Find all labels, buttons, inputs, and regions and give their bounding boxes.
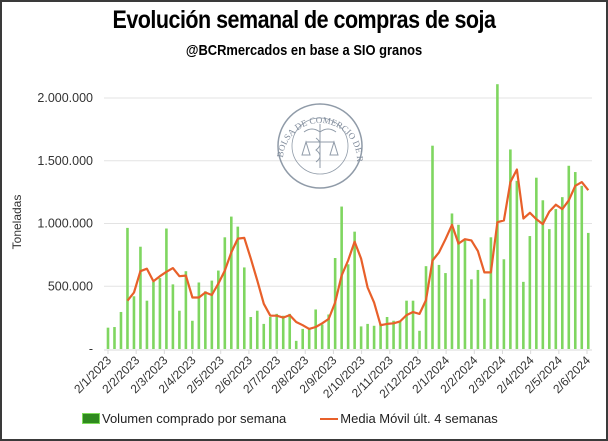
bar [359, 326, 363, 349]
bar [554, 209, 558, 349]
bar [314, 309, 317, 349]
bar [476, 269, 480, 349]
y-tick-label: 1.500.000 [37, 154, 93, 168]
legend-bar-swatch [82, 413, 100, 424]
legend: Volumen comprado por semana Media Móvil … [82, 411, 532, 426]
bar [197, 282, 201, 349]
bar [437, 264, 441, 349]
bar [580, 185, 584, 349]
bar [171, 284, 175, 349]
bar [119, 311, 123, 349]
bar [346, 264, 350, 349]
bar [106, 327, 110, 349]
bar [450, 213, 454, 349]
x-axis: 2/1/20232/2/20232/3/20232/4/20232/5/2023… [71, 349, 593, 401]
bar [586, 232, 590, 349]
bar [489, 237, 493, 349]
y-tick-label: 2.000.000 [37, 91, 93, 105]
bar [255, 310, 259, 349]
bar [496, 84, 499, 349]
chart-subtitle: @BCRmercados en base a SIO granos [185, 42, 423, 59]
bar [236, 226, 240, 349]
bar [184, 271, 188, 349]
bar [288, 313, 292, 349]
bar [275, 313, 279, 349]
y-tick-label: - [89, 342, 93, 356]
bar [327, 314, 330, 349]
chart-title: Evolución semanal de compras de soja [112, 6, 496, 34]
bar [470, 279, 473, 349]
moving-average-line [126, 168, 590, 330]
bar [294, 340, 298, 349]
bar [561, 197, 564, 349]
bar [217, 270, 220, 349]
logo-inner-ring [291, 117, 349, 175]
legend-line-swatch [320, 417, 339, 420]
bar [372, 325, 376, 349]
bar [424, 266, 428, 349]
bar [262, 323, 266, 349]
bar [210, 280, 214, 349]
bar [145, 300, 149, 349]
bar [204, 291, 207, 349]
bar [379, 323, 382, 349]
legend-item-line: Media Móvil últ. 4 semanas [320, 411, 498, 426]
bar [483, 298, 486, 349]
bar [418, 330, 421, 349]
logo-outer-ring [277, 103, 363, 189]
bar [392, 320, 395, 349]
bar [126, 227, 129, 349]
bar [230, 216, 233, 349]
bar [281, 315, 285, 349]
bar [502, 259, 506, 349]
bar [398, 320, 402, 349]
line-series [126, 168, 590, 330]
bar [567, 165, 571, 349]
bar [528, 236, 532, 349]
legend-label-bars: Volumen comprado por semana [102, 411, 287, 426]
bar [268, 316, 272, 349]
bar [535, 177, 538, 349]
bar [405, 300, 408, 349]
bar [548, 229, 551, 349]
bar [366, 323, 369, 349]
bar [385, 316, 389, 349]
bar [353, 231, 356, 349]
bar [307, 328, 311, 349]
y-axis-title: Toneladas [10, 195, 24, 250]
bar [457, 224, 460, 349]
bar [242, 267, 246, 349]
y-axis: - 500.000 1.000.000 1.500.000 2.000.000 [37, 91, 93, 356]
bar [249, 316, 253, 349]
bar [191, 320, 194, 349]
legend-label-line: Media Móvil últ. 4 semanas [340, 411, 498, 426]
bar [320, 324, 324, 349]
bar [139, 246, 142, 349]
logo-text: BOLSA DE COMERCIO DE ROSARIO [0, 0, 365, 162]
bar [158, 278, 162, 349]
y-tick-label: 500.000 [48, 279, 93, 293]
bar [541, 200, 545, 349]
bar [411, 300, 415, 349]
bar-series [106, 84, 590, 349]
bar [573, 172, 577, 349]
bar [165, 228, 168, 349]
caduceus-scales-icon [301, 124, 339, 168]
bar [178, 310, 181, 349]
y-tick-label: 1.000.000 [37, 217, 93, 231]
bar [515, 180, 519, 349]
bar [509, 149, 512, 349]
bar [431, 145, 434, 349]
bar [132, 296, 136, 349]
bar [152, 281, 155, 349]
bar [223, 237, 227, 349]
legend-item-bars: Volumen comprado por semana [82, 411, 286, 426]
bar [444, 273, 447, 349]
bar [463, 240, 467, 349]
bar [522, 281, 525, 349]
bar [113, 327, 116, 349]
bar [301, 328, 304, 349]
